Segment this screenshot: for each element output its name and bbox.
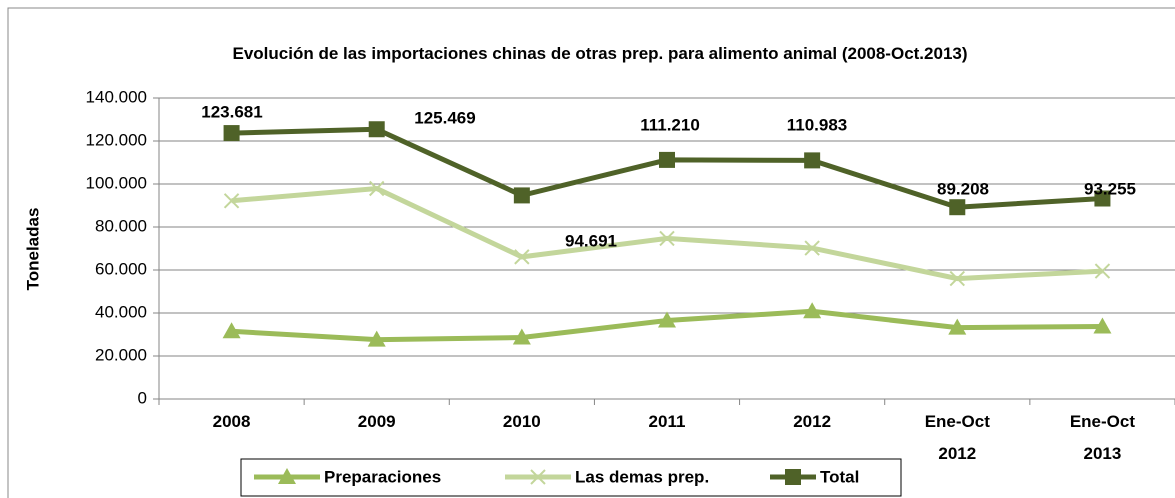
data-label: 94.691: [565, 231, 617, 250]
x-tick-label: Ene-Oct 2012: [924, 412, 990, 463]
marker: [949, 199, 966, 216]
legend-label: Preparaciones: [324, 467, 441, 486]
marker: [368, 121, 385, 138]
marker: [369, 180, 385, 197]
marker: [367, 330, 386, 347]
chart-title: Evolución de las importaciones chinas de…: [232, 44, 968, 63]
x-tick-label: 2008: [212, 412, 251, 431]
chart-border: [7, 7, 1175, 498]
y-tick-label: 40.000: [95, 302, 147, 321]
y-tick-label: 80.000: [95, 216, 147, 235]
marker: [1094, 263, 1111, 279]
marker: [512, 328, 531, 345]
marker: [1094, 190, 1111, 207]
data-label: 110.983: [787, 115, 848, 134]
marker: [514, 249, 530, 265]
y-axis-label: Toneladas: [23, 208, 42, 291]
marker: [785, 469, 801, 485]
y-tick-label: 140.000: [86, 87, 147, 106]
marker: [948, 318, 967, 335]
marker: [804, 152, 821, 169]
x-tick-label: 2011: [648, 412, 686, 431]
marker: [659, 230, 675, 247]
y-tick-label: 20.000: [95, 345, 147, 364]
y-tick-label: 60.000: [95, 259, 147, 278]
marker: [1093, 317, 1112, 334]
x-tick-label: 2009: [357, 412, 396, 431]
data-label: 123.681: [201, 102, 262, 121]
legend-label: Las demas prep.: [575, 467, 709, 486]
y-tick-label: 100.000: [86, 173, 147, 192]
marker: [223, 193, 240, 209]
marker: [659, 151, 675, 168]
marker: [278, 468, 296, 484]
marker: [223, 125, 240, 142]
marker: [513, 187, 530, 204]
data-label: 89.208: [937, 179, 989, 198]
legend-label: Total: [820, 467, 859, 486]
marker: [530, 469, 546, 485]
y-tick-label: 0: [138, 388, 147, 407]
marker: [222, 322, 241, 339]
data-label: 111.210: [640, 115, 700, 134]
y-tick-label: 120.000: [86, 130, 147, 149]
marker: [803, 302, 822, 319]
x-tick-label: Ene-Oct 2013: [1069, 412, 1136, 463]
marker: [804, 240, 820, 256]
marker: [658, 311, 676, 328]
x-tick-label: 2012: [793, 412, 832, 431]
marker: [949, 270, 965, 287]
x-tick-label: 2010: [502, 412, 541, 431]
data-label: 93.255: [1084, 179, 1136, 198]
data-label: 125.469: [414, 108, 475, 127]
